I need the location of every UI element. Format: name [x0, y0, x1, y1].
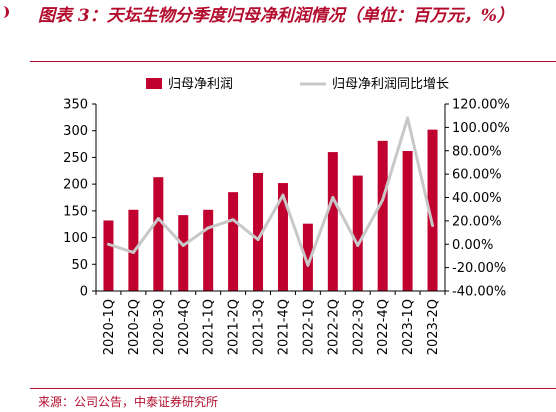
- left-tick-label: 350: [63, 98, 88, 113]
- x-tick-label: 2022-1Q: [301, 299, 316, 355]
- x-tick-label: 2021-3Q: [252, 299, 267, 355]
- growth-point-2022-4Q: [381, 198, 385, 202]
- x-tick-label: 2022-3Q: [351, 299, 366, 355]
- growth-point-2022-3Q: [356, 243, 360, 247]
- legend-bar-label: 归母净利润: [168, 77, 233, 92]
- x-tick-label: 2023-1Q: [401, 299, 416, 355]
- right-tick-label: 120.00%: [452, 98, 510, 113]
- right-tick-label: 20.00%: [452, 214, 502, 229]
- x-tick-label: 2023-2Q: [426, 299, 441, 355]
- right-tick-label: 80.00%: [452, 144, 502, 159]
- axes: [92, 103, 449, 295]
- growth-line-series: [106, 116, 435, 267]
- footer-divider: [30, 388, 556, 389]
- chart: 归母净利润 归母净利润同比增长 0 50 100 150 200 250 300 350 -40.…: [63, 77, 510, 356]
- bar-2021-1Q: [203, 209, 214, 291]
- left-tick-label: 150: [63, 204, 88, 219]
- source-note: 来源：公司公告，中泰证券研究所: [38, 395, 219, 409]
- bar-2022-4Q: [377, 140, 388, 291]
- bar-2021-3Q: [253, 172, 264, 291]
- growth-point-2021-2Q: [231, 218, 235, 222]
- bar-2023-2Q: [427, 129, 438, 291]
- bar-2022-3Q: [352, 175, 363, 291]
- x-tick-label: 2020-4Q: [177, 299, 192, 355]
- growth-point-2021-3Q: [256, 238, 260, 242]
- title-divider: [30, 61, 556, 62]
- growth-point-2021-4Q: [281, 193, 285, 197]
- x-tick-label: 2021-2Q: [227, 299, 242, 355]
- bar-series: [103, 129, 438, 291]
- growth-point-2023-1Q: [406, 116, 410, 120]
- right-tick-label: -40.00%: [452, 285, 506, 300]
- figure-title: 图表 3：天坛生物分季度归母净利润情况（单位：百万元，%）: [38, 6, 514, 26]
- left-tick-label: 250: [63, 151, 88, 166]
- x-tick-label: 2020-2Q: [127, 299, 142, 355]
- bar-2020-3Q: [153, 177, 164, 291]
- growth-point-2020-1Q: [106, 242, 110, 246]
- legend: 归母净利润 归母净利润同比增长: [146, 77, 449, 92]
- growth-point-2020-3Q: [156, 217, 160, 221]
- legend-line-label: 归母净利润同比增长: [332, 77, 449, 92]
- left-tick-label: 100: [63, 231, 88, 246]
- right-tick-label: -20.00%: [452, 261, 506, 276]
- bar-2021-2Q: [228, 192, 239, 291]
- bar-2023-1Q: [402, 151, 413, 291]
- growth-point-2020-2Q: [131, 250, 135, 254]
- growth-point-2020-4Q: [181, 243, 185, 247]
- x-tick-label: 2021-1Q: [202, 299, 217, 355]
- x-tick-label: 2022-2Q: [326, 299, 341, 355]
- x-tick-label: 2020-3Q: [152, 299, 167, 355]
- right-tick-label: 100.00%: [452, 121, 510, 136]
- x-tick-label: 2022-4Q: [376, 299, 391, 355]
- legend-bar-swatch: [146, 78, 162, 89]
- growth-point-2022-1Q: [306, 263, 310, 267]
- left-tick-label: 300: [63, 124, 88, 139]
- tick-labels: 0 50 100 150 200 250 300 350 -40.00% -20.00% 0.00%…: [63, 98, 510, 356]
- right-tick-label: 60.00%: [452, 168, 502, 183]
- bar-2022-1Q: [302, 223, 313, 291]
- bar-2020-4Q: [178, 215, 189, 291]
- bar-2021-4Q: [277, 183, 288, 291]
- growth-point-2023-2Q: [431, 224, 435, 228]
- left-tick-label: 200: [63, 178, 88, 193]
- page-edge-mark: [0, 6, 9, 18]
- growth-point-2022-2Q: [331, 196, 335, 199]
- left-tick-label: 0: [80, 285, 88, 300]
- x-tick-label: 2020-1Q: [102, 299, 117, 355]
- growth-line: [107, 116, 434, 267]
- bar-2022-2Q: [327, 152, 338, 291]
- growth-point-2021-1Q: [206, 226, 210, 230]
- bar-2020-1Q: [103, 220, 114, 291]
- x-tick-label: 2021-4Q: [276, 299, 291, 355]
- right-tick-label: 0.00%: [452, 238, 493, 253]
- right-tick-label: 40.00%: [452, 191, 502, 206]
- left-tick-label: 50: [71, 258, 88, 273]
